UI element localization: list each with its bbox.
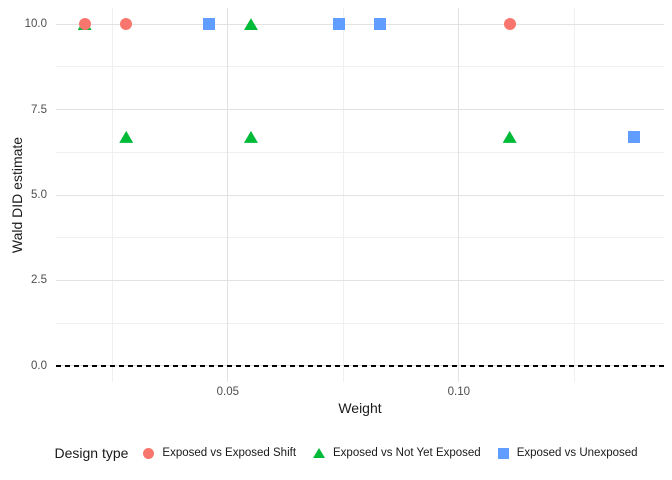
legend-title: Design type [54, 445, 129, 461]
legend-key-square-icon [497, 447, 509, 459]
legend-item-label: Exposed vs Not Yet Exposed [333, 447, 481, 459]
y-tick-label: 2.5 [31, 274, 47, 287]
legend-item: Exposed vs Unexposed [497, 447, 638, 459]
square-marker [374, 18, 387, 31]
legend-item: Exposed vs Exposed Shift [143, 447, 296, 459]
plot-panel [56, 8, 664, 382]
zero-reference-line [56, 365, 664, 367]
legend-key-circle-icon [143, 447, 155, 459]
square-marker [332, 18, 345, 31]
square-marker [203, 18, 216, 31]
legend-item: Exposed vs Not Yet Exposed [313, 447, 481, 459]
triangle-marker [119, 130, 134, 143]
legend-item-label: Exposed vs Exposed Shift [162, 447, 297, 459]
h-gridline-major [56, 109, 664, 111]
legend: Design type Exposed vs Exposed Shift Expo… [28, 440, 664, 466]
square-marker [628, 130, 641, 143]
legend-item-label: Exposed vs Unexposed [516, 447, 638, 459]
x-tick-label: 0.05 [216, 386, 240, 398]
h-gridline-minor [56, 151, 664, 153]
v-gridline-major [227, 8, 229, 382]
triangle-marker [243, 130, 258, 143]
y-tick-label: 5.0 [31, 189, 47, 201]
circle-marker [120, 18, 133, 31]
v-gridline-major [458, 8, 460, 382]
h-gridline-minor [56, 237, 664, 239]
h-gridline-minor [56, 322, 664, 324]
h-gridline-major [56, 23, 664, 25]
h-gridline-major [56, 194, 664, 196]
y-tick-label: 0.0 [31, 359, 47, 372]
y-tick-label: 7.5 [31, 103, 47, 116]
legend-key-triangle-icon [313, 448, 326, 458]
x-axis-title: Weight [338, 400, 382, 416]
x-tick-label: 0.10 [447, 386, 471, 398]
circle-marker [78, 18, 91, 31]
legend-items: Exposed vs Exposed Shift Exposed vs Not Y… [143, 447, 638, 459]
y-tick-label: 10.0 [24, 18, 47, 31]
h-gridline-major [56, 279, 664, 281]
triangle-marker [502, 130, 517, 143]
h-gridline-minor [56, 66, 664, 68]
circle-marker [503, 18, 516, 31]
